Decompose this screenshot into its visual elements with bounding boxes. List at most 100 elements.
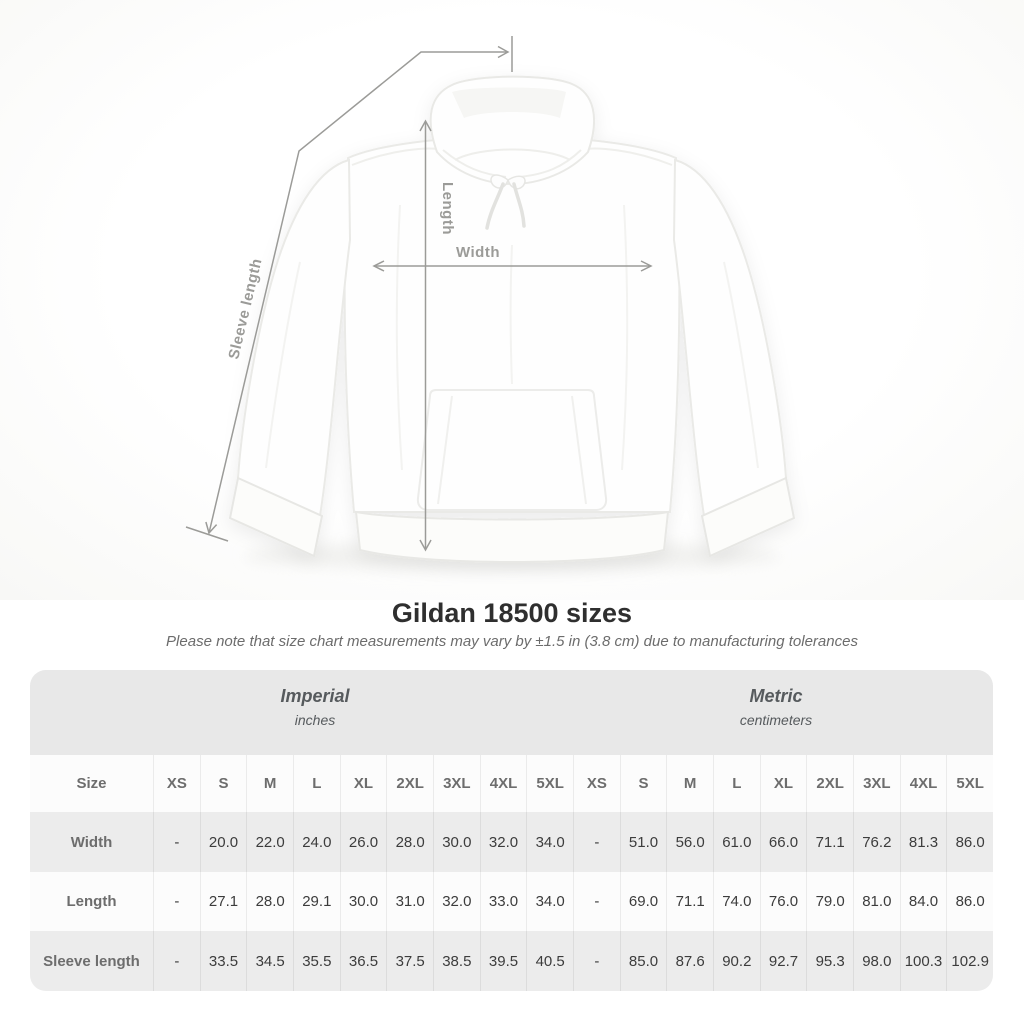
metric-value: 81.0 [853, 872, 900, 931]
metric-value: 100.3 [899, 931, 947, 991]
metric-value: 71.1 [806, 812, 853, 872]
metric-value: 71.1 [666, 872, 713, 931]
imperial-value: 39.5 [479, 931, 527, 991]
imperial-value: 40.5 [526, 931, 573, 991]
drawstring-bow [490, 174, 526, 190]
imperial-value: 38.5 [433, 931, 480, 991]
imperial-value: 28.0 [246, 872, 293, 931]
width-label: Width [456, 244, 500, 261]
size-header-imperial: M [246, 755, 293, 812]
hoodie-hem [354, 510, 670, 563]
right-sleeve [672, 158, 788, 540]
imperial-value: 20.0 [199, 812, 247, 872]
metric-value: 69.0 [619, 872, 667, 931]
size-header-metric: 2XL [806, 755, 853, 812]
size-column-header: Size [30, 755, 153, 812]
metric-value: - [573, 812, 620, 872]
metric-value: 90.2 [713, 931, 760, 991]
size-header-imperial: 3XL [433, 755, 480, 812]
imperial-value: - [153, 931, 200, 991]
imperial-value: 24.0 [293, 812, 340, 872]
unit-group-band: Imperial inches Metric centimeters [30, 670, 993, 755]
metric-value: 87.6 [666, 931, 713, 991]
metric-group-header: Metric centimeters [740, 686, 812, 728]
imperial-value: 36.5 [339, 931, 387, 991]
metric-value: 92.7 [759, 931, 807, 991]
imperial-value: - [153, 872, 200, 931]
metric-value: 98.0 [853, 931, 900, 991]
kangaroo-pocket [416, 389, 608, 511]
size-header-imperial: XL [339, 755, 387, 812]
imperial-value: 37.5 [386, 931, 433, 991]
size-header-metric: 3XL [853, 755, 900, 812]
dimension-lines [185, 36, 653, 552]
imperial-value: 31.0 [386, 872, 433, 931]
imperial-value: 32.0 [433, 872, 480, 931]
size-chart-grid: Size XS S M L XL 2XL 3XL 4XL 5XL XS S M L XL 2XL 3XL 4XL 5… [30, 755, 993, 991]
imperial-value: 33.0 [479, 872, 527, 931]
size-header-metric: S [619, 755, 667, 812]
hoodie-photo: Length Width Sleeve length [0, 0, 1024, 600]
sleeve-length-dimension-line [185, 36, 513, 542]
imperial-value: 34.0 [526, 812, 573, 872]
size-header-metric: XL [759, 755, 807, 812]
metric-value: 85.0 [619, 931, 667, 991]
hoodie-garment [228, 75, 796, 563]
imperial-value: - [153, 812, 200, 872]
imperial-value: 22.0 [246, 812, 293, 872]
metric-value: - [573, 872, 620, 931]
size-header-metric: M [666, 755, 713, 812]
metric-value: 66.0 [759, 812, 807, 872]
page-title: Gildan 18500 sizes [391, 598, 633, 628]
tolerance-note: Please note that size chart measurements… [166, 633, 858, 650]
size-header-imperial: L [293, 755, 340, 812]
hood-inner-shading [452, 87, 566, 118]
imperial-value: 32.0 [479, 812, 527, 872]
fabric-creases [265, 204, 759, 471]
size-header-metric: L [713, 755, 760, 812]
row-label: Width [30, 812, 153, 872]
size-header-imperial: S [199, 755, 247, 812]
metric-value: 76.2 [853, 812, 900, 872]
metric-value: 76.0 [759, 872, 807, 931]
imperial-value: 34.0 [526, 872, 573, 931]
imperial-value: 30.0 [339, 872, 387, 931]
imperial-value: 26.0 [339, 812, 387, 872]
imperial-value: 30.0 [433, 812, 480, 872]
imperial-value: 33.5 [199, 931, 247, 991]
length-label: Length [439, 182, 456, 235]
row-label: Length [30, 872, 153, 931]
size-header-metric: 4XL [899, 755, 947, 812]
hoodie-measurement-diagram: Length Width Sleeve length [185, 36, 796, 571]
imperial-value: 27.1 [199, 872, 247, 931]
metric-value: 79.0 [806, 872, 853, 931]
row-label: Sleeve length [30, 931, 153, 991]
metric-value: 95.3 [806, 931, 853, 991]
imperial-value: 35.5 [293, 931, 340, 991]
width-dimension-line [372, 260, 653, 272]
length-dimension-line [419, 119, 432, 552]
metric-value: 61.0 [713, 812, 760, 872]
imperial-value: 28.0 [386, 812, 433, 872]
metric-value: 81.3 [899, 812, 947, 872]
pocket-opening-creases [437, 395, 587, 505]
drawstrings [485, 182, 526, 230]
size-header-imperial: 2XL [386, 755, 433, 812]
size-header-metric: XS [573, 755, 620, 812]
metric-value: 51.0 [619, 812, 667, 872]
left-cuff [228, 476, 324, 558]
metric-value: 56.0 [666, 812, 713, 872]
imperial-group-unit: inches [294, 712, 336, 728]
metric-group-name: Metric [749, 686, 803, 706]
imperial-group-name: Imperial [280, 686, 350, 706]
metric-value: 86.0 [946, 872, 993, 931]
imperial-value: 34.5 [246, 931, 293, 991]
left-sleeve [236, 158, 352, 540]
size-header-imperial: 5XL [526, 755, 573, 812]
metric-value: - [573, 931, 620, 991]
size-header-imperial: XS [153, 755, 200, 812]
size-header-imperial: 4XL [479, 755, 527, 812]
metric-group-unit: centimeters [739, 712, 813, 728]
metric-value: 74.0 [713, 872, 760, 931]
